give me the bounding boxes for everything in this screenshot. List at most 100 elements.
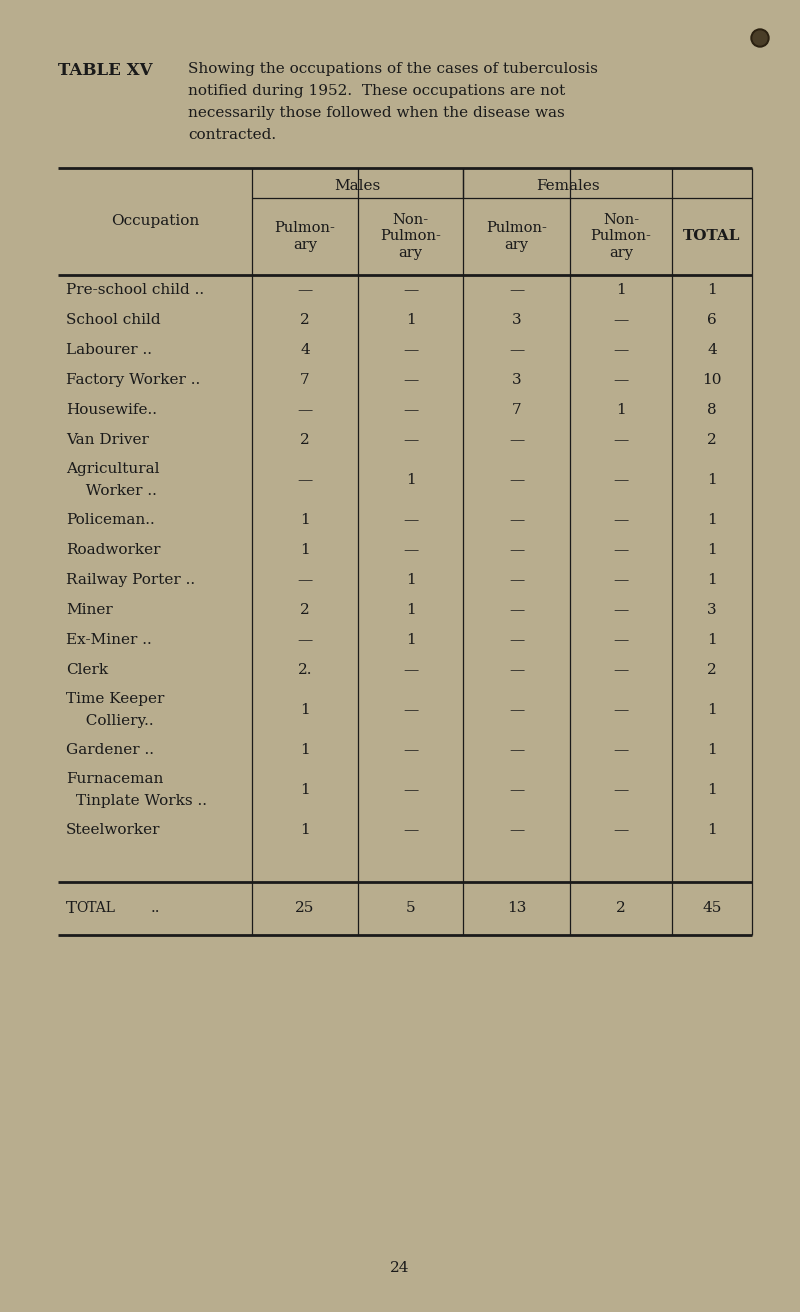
Text: Time Keeper: Time Keeper: [66, 691, 164, 706]
Text: —: —: [614, 573, 629, 586]
Text: 13: 13: [507, 901, 526, 916]
Text: 2: 2: [616, 901, 626, 916]
Text: —: —: [614, 373, 629, 387]
Text: Pulmon-
ary: Pulmon- ary: [274, 222, 335, 252]
Text: —: —: [298, 573, 313, 586]
Text: 1: 1: [300, 783, 310, 796]
Text: —: —: [509, 604, 524, 617]
Text: Occupation: Occupation: [111, 214, 199, 228]
Text: Factory Worker ..: Factory Worker ..: [66, 373, 200, 387]
Text: —: —: [403, 703, 418, 716]
Text: Non-
Pulmon-
ary: Non- Pulmon- ary: [380, 213, 441, 260]
Text: —: —: [614, 604, 629, 617]
Text: —: —: [509, 433, 524, 447]
Text: Policeman..: Policeman..: [66, 513, 154, 527]
Text: 1: 1: [300, 703, 310, 716]
Text: —: —: [403, 743, 418, 757]
Text: —: —: [509, 573, 524, 586]
Text: —: —: [509, 703, 524, 716]
Text: 1: 1: [406, 632, 415, 647]
Text: —: —: [614, 314, 629, 327]
Text: —: —: [614, 513, 629, 527]
Text: necessarily those followed when the disease was: necessarily those followed when the dise…: [188, 106, 565, 119]
Text: 1: 1: [616, 403, 626, 417]
Text: 1: 1: [300, 823, 310, 837]
Text: 1: 1: [707, 783, 717, 796]
Text: School child: School child: [66, 314, 161, 327]
Text: contracted.: contracted.: [188, 129, 276, 142]
Text: TABLE XV: TABLE XV: [58, 62, 153, 79]
Text: 1: 1: [707, 513, 717, 527]
Text: —: —: [403, 663, 418, 677]
Text: 10: 10: [702, 373, 722, 387]
Text: Roadworker: Roadworker: [66, 543, 161, 558]
Text: 7: 7: [512, 403, 522, 417]
Text: Non-
Pulmon-
ary: Non- Pulmon- ary: [590, 213, 651, 260]
Text: —: —: [403, 342, 418, 357]
Circle shape: [753, 31, 767, 45]
Text: —: —: [298, 474, 313, 487]
Text: Pre-school child ..: Pre-school child ..: [66, 283, 204, 297]
Text: 1: 1: [707, 632, 717, 647]
Text: 4: 4: [707, 342, 717, 357]
Text: 1: 1: [707, 283, 717, 297]
Text: 2: 2: [300, 604, 310, 617]
Text: —: —: [614, 783, 629, 796]
Text: TOTAL: TOTAL: [683, 230, 741, 244]
Text: 1: 1: [406, 314, 415, 327]
Text: 3: 3: [512, 373, 522, 387]
Text: 4: 4: [300, 342, 310, 357]
Text: 3: 3: [707, 604, 717, 617]
Text: 5: 5: [406, 901, 415, 916]
Text: 3: 3: [512, 314, 522, 327]
Text: Tinplate Works ..: Tinplate Works ..: [76, 794, 207, 808]
Text: 1: 1: [616, 283, 626, 297]
Text: 8: 8: [707, 403, 717, 417]
Text: Miner: Miner: [66, 604, 113, 617]
Text: ..: ..: [151, 901, 161, 916]
Text: 1: 1: [406, 474, 415, 487]
Text: Housewife..: Housewife..: [66, 403, 157, 417]
Text: —: —: [614, 543, 629, 558]
Text: 1: 1: [300, 513, 310, 527]
Text: Females: Females: [536, 178, 599, 193]
Text: —: —: [403, 433, 418, 447]
Text: 1: 1: [300, 743, 310, 757]
Text: —: —: [509, 783, 524, 796]
Text: —: —: [509, 663, 524, 677]
Text: 6: 6: [707, 314, 717, 327]
Text: Showing the occupations of the cases of tuberculosis: Showing the occupations of the cases of …: [188, 62, 598, 76]
Text: Ex-Miner ..: Ex-Miner ..: [66, 632, 152, 647]
Text: Colliery..: Colliery..: [76, 714, 154, 728]
Text: 2: 2: [707, 433, 717, 447]
Text: —: —: [614, 433, 629, 447]
Text: —: —: [298, 403, 313, 417]
Text: —: —: [509, 743, 524, 757]
Text: —: —: [509, 632, 524, 647]
Text: Labourer ..: Labourer ..: [66, 342, 152, 357]
Text: —: —: [403, 783, 418, 796]
Text: —: —: [403, 373, 418, 387]
Text: T: T: [66, 900, 77, 917]
Text: —: —: [614, 474, 629, 487]
Text: —: —: [614, 342, 629, 357]
Text: 1: 1: [707, 573, 717, 586]
Text: —: —: [403, 403, 418, 417]
Text: —: —: [403, 823, 418, 837]
Text: —: —: [298, 632, 313, 647]
Text: —: —: [614, 663, 629, 677]
Text: 2: 2: [300, 314, 310, 327]
Text: —: —: [509, 543, 524, 558]
Text: Railway Porter ..: Railway Porter ..: [66, 573, 195, 586]
Text: —: —: [509, 513, 524, 527]
Text: Furnaceman: Furnaceman: [66, 771, 163, 786]
Text: 45: 45: [702, 901, 722, 916]
Text: 2: 2: [300, 433, 310, 447]
Text: 1: 1: [406, 604, 415, 617]
Text: notified during 1952.  These occupations are not: notified during 1952. These occupations …: [188, 84, 566, 98]
Text: —: —: [614, 632, 629, 647]
Text: —: —: [509, 474, 524, 487]
Text: Van Driver: Van Driver: [66, 433, 149, 447]
Text: Pulmon-
ary: Pulmon- ary: [486, 222, 547, 252]
Text: —: —: [509, 342, 524, 357]
